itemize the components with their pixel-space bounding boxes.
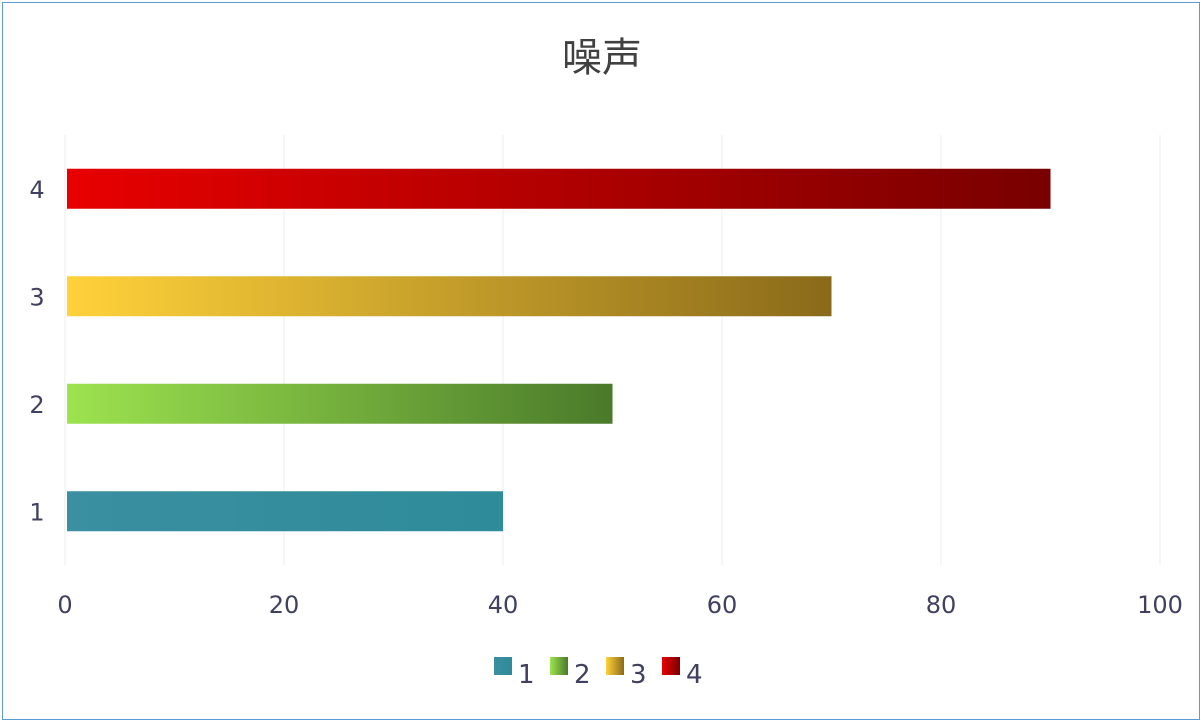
- legend-label-4[interactable]: 4: [686, 660, 703, 690]
- x-tick-label: 40: [488, 591, 519, 619]
- y-tick-label: 1: [29, 498, 44, 526]
- legend-swatch-4[interactable]: [662, 657, 680, 675]
- x-tick-label: 60: [707, 591, 738, 619]
- legend-label-1[interactable]: 1: [518, 660, 535, 690]
- chart-title: 噪声: [562, 35, 642, 81]
- y-tick-label: 2: [29, 391, 44, 419]
- bar-3[interactable]: [67, 276, 832, 317]
- y-tick-label: 4: [29, 176, 44, 204]
- legend-label-3[interactable]: 3: [630, 660, 647, 690]
- legend: 1 2 3 4: [494, 657, 703, 690]
- legend-swatch-3[interactable]: [606, 657, 624, 675]
- bar-2[interactable]: [67, 383, 613, 424]
- x-axis-tick-labels: 0 20 40 60 80 100: [57, 591, 1183, 619]
- legend-swatch-2[interactable]: [550, 657, 568, 675]
- x-tick-label: 0: [57, 591, 72, 619]
- x-tick-label: 80: [926, 591, 957, 619]
- legend-swatch-1[interactable]: [494, 657, 512, 675]
- bar-chart: 噪声 1 2 3 4 0 20 40 60 80 100 1 2 3 4: [29, 35, 1183, 690]
- x-tick-label: 100: [1137, 591, 1183, 619]
- x-tick-label: 20: [269, 591, 300, 619]
- y-axis-tick-labels: 1 2 3 4: [29, 176, 44, 527]
- bars: [67, 168, 1051, 532]
- legend-label-2[interactable]: 2: [574, 660, 591, 690]
- y-tick-label: 3: [29, 283, 44, 311]
- bar-1[interactable]: [67, 491, 503, 532]
- bar-4[interactable]: [67, 168, 1051, 209]
